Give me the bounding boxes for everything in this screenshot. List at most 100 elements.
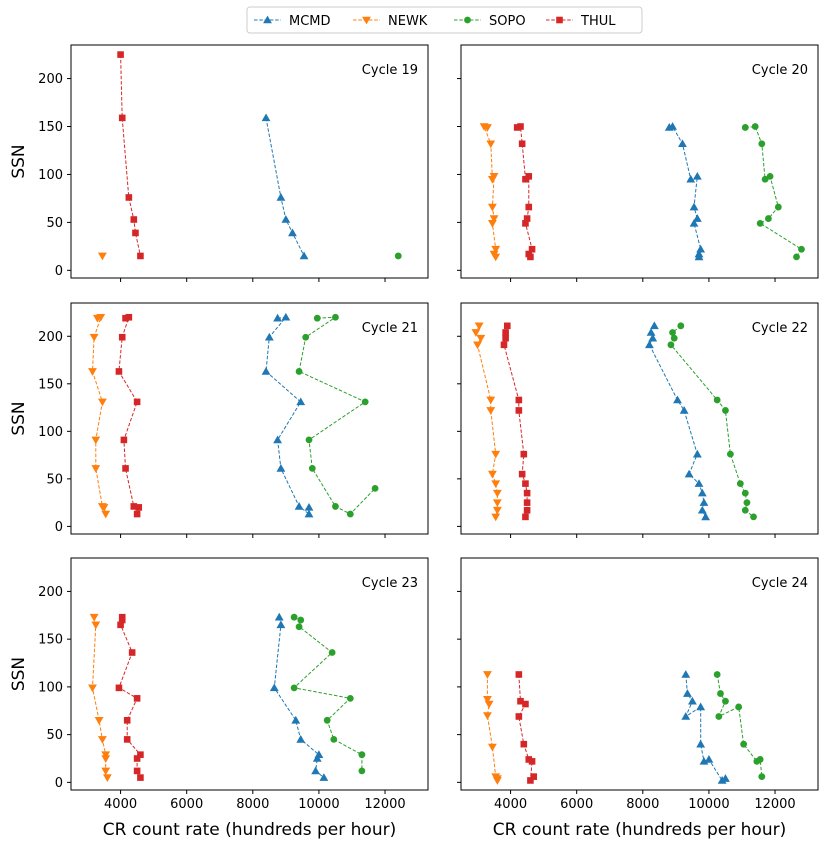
- data-point: [646, 328, 656, 336]
- data-point: [758, 140, 766, 148]
- data-point: [125, 313, 133, 321]
- data-point: [766, 172, 774, 180]
- data-point: [667, 341, 675, 349]
- data-point: [486, 396, 496, 405]
- y-tick-label: 100: [38, 168, 63, 183]
- x-tick-label: 12000: [754, 797, 795, 812]
- data-point: [491, 450, 501, 459]
- data-point: [295, 368, 303, 375]
- data-point: [118, 616, 126, 624]
- data-point: [125, 194, 133, 201]
- data-point: [308, 465, 316, 472]
- data-point: [741, 506, 749, 514]
- series-line-mcmd: [265, 117, 305, 257]
- data-point: [361, 398, 369, 406]
- data-point: [123, 736, 131, 743]
- data-point: [679, 406, 689, 414]
- data-point: [696, 739, 706, 748]
- series-line-sopo: [293, 616, 363, 771]
- data-point: [281, 215, 291, 223]
- data-point: [96, 313, 106, 322]
- data-point: [689, 202, 699, 211]
- data-point: [699, 498, 709, 506]
- panel-2: Cycle 20: [457, 44, 819, 282]
- legend-marker: [556, 16, 563, 24]
- series-line-mcmd: [273, 617, 325, 778]
- data-point: [133, 510, 141, 518]
- data-point: [492, 489, 502, 498]
- data-point: [520, 740, 528, 748]
- data-point: [740, 740, 748, 748]
- data-point: [304, 502, 314, 511]
- series-mcmd: [269, 612, 329, 781]
- data-point: [101, 755, 111, 763]
- data-point: [722, 697, 729, 705]
- data-point: [296, 397, 306, 406]
- data-point: [522, 220, 529, 227]
- data-point: [491, 480, 501, 489]
- data-point: [648, 333, 658, 342]
- series-line-thul: [503, 325, 528, 518]
- panel-frame: [460, 302, 819, 535]
- data-point: [305, 436, 313, 444]
- data-point: [523, 489, 531, 497]
- data-point: [332, 313, 339, 321]
- data-point: [743, 499, 751, 507]
- data-point: [491, 245, 501, 254]
- data-point: [274, 612, 284, 621]
- data-point: [276, 464, 286, 472]
- data-point: [713, 396, 721, 404]
- data-point: [687, 696, 697, 705]
- data-point: [122, 465, 129, 472]
- data-point: [523, 499, 531, 506]
- data-point: [135, 504, 143, 511]
- data-point: [101, 510, 111, 519]
- data-point: [697, 505, 707, 514]
- data-point: [735, 703, 743, 711]
- data-point: [492, 777, 502, 785]
- data-point: [492, 506, 502, 515]
- data-point: [673, 395, 682, 404]
- data-point: [756, 219, 764, 227]
- data-point: [88, 368, 97, 376]
- data-point: [261, 113, 271, 122]
- data-point: [91, 621, 101, 630]
- data-point: [694, 252, 704, 261]
- legend-label: NEWK: [388, 14, 428, 29]
- series-mcmd: [261, 312, 314, 518]
- data-point: [330, 735, 338, 743]
- data-point: [668, 122, 677, 130]
- x-tick-label: 12000: [364, 797, 405, 812]
- panel-frame: [460, 44, 819, 279]
- data-point: [313, 314, 321, 322]
- data-point: [273, 313, 282, 322]
- series-line-thul: [120, 54, 141, 257]
- data-point: [683, 689, 692, 697]
- data-point: [115, 368, 123, 375]
- data-point: [523, 506, 531, 514]
- series-line-mcmd: [648, 325, 707, 518]
- data-point: [484, 700, 494, 709]
- data-point: [522, 513, 529, 521]
- series-line-mcmd: [265, 316, 310, 516]
- y-axis-label: SSN: [9, 401, 29, 435]
- data-point: [488, 743, 497, 752]
- data-point: [489, 215, 499, 223]
- data-point: [765, 215, 772, 222]
- data-point: [471, 329, 481, 337]
- y-tick-label: 50: [46, 728, 63, 743]
- data-point: [686, 174, 696, 183]
- data-point: [527, 253, 534, 261]
- y-tick-label: 50: [46, 472, 63, 487]
- data-point: [488, 220, 497, 228]
- y-tick-label: 50: [46, 216, 63, 231]
- cycle-label: Cycle 20: [752, 63, 808, 78]
- data-point: [528, 758, 536, 765]
- data-point: [358, 767, 366, 775]
- series-line-newk: [486, 674, 498, 781]
- y-tick-label: 0: [55, 776, 63, 791]
- series-thul: [513, 123, 536, 261]
- data-point: [486, 407, 496, 415]
- data-point: [692, 214, 702, 222]
- series-line-mcmd: [684, 674, 726, 782]
